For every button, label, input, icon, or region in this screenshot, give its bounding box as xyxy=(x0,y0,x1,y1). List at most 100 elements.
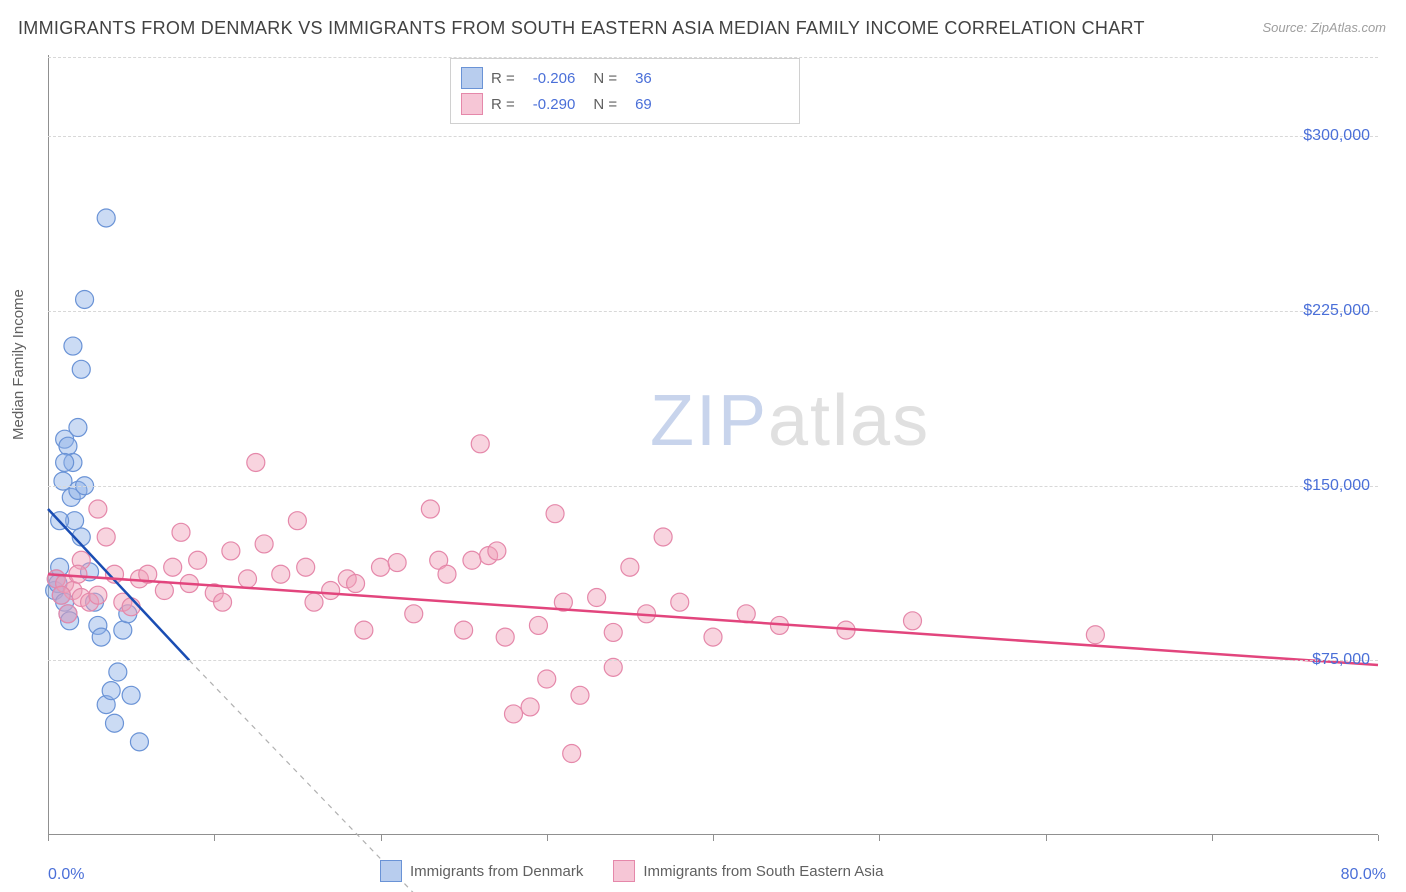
gridline xyxy=(48,660,1378,661)
scatter-point xyxy=(92,628,110,646)
scatter-point xyxy=(255,535,273,553)
x-tick xyxy=(381,835,382,841)
series-legend: Immigrants from Denmark Immigrants from S… xyxy=(380,860,883,882)
scatter-point xyxy=(97,209,115,227)
gridline xyxy=(48,311,1378,312)
scatter-point xyxy=(59,605,77,623)
scatter-point xyxy=(59,437,77,455)
scatter-point xyxy=(322,582,340,600)
legend-label: Immigrants from South Eastern Asia xyxy=(643,863,883,880)
x-tick xyxy=(214,835,215,841)
scatter-point xyxy=(405,605,423,623)
y-tick-label: $225,000 xyxy=(1303,302,1370,320)
plot-area: $75,000 $150,000 $225,000 $300,000 xyxy=(48,55,1378,835)
y-tick-label: $150,000 xyxy=(1303,477,1370,495)
scatter-point xyxy=(130,733,148,751)
scatter-point xyxy=(737,605,755,623)
scatter-point xyxy=(56,453,74,471)
scatter-point xyxy=(69,565,87,583)
trend-line xyxy=(48,574,1378,665)
scatter-point xyxy=(214,593,232,611)
scatter-point xyxy=(588,589,606,607)
x-tick xyxy=(1212,835,1213,841)
scatter-point xyxy=(122,598,140,616)
legend-swatch xyxy=(461,93,483,115)
scatter-point xyxy=(52,586,70,604)
scatter-point xyxy=(471,435,489,453)
n-label: N = xyxy=(593,70,617,87)
scatter-point xyxy=(488,542,506,560)
scatter-point xyxy=(172,523,190,541)
scatter-point xyxy=(305,593,323,611)
scatter-point xyxy=(904,612,922,630)
y-axis-label: Median Family Income xyxy=(10,289,27,440)
scatter-point xyxy=(563,745,581,763)
scatter-point xyxy=(421,500,439,518)
scatter-point xyxy=(72,360,90,378)
scatter-point xyxy=(505,705,523,723)
scatter-point xyxy=(69,419,87,437)
source-attribution: Source: ZipAtlas.com xyxy=(1262,20,1386,35)
scatter-point xyxy=(455,621,473,639)
scatter-point xyxy=(671,593,689,611)
legend-stat-row: R =-0.206N =36 xyxy=(461,65,789,91)
x-tick xyxy=(879,835,880,841)
n-label: N = xyxy=(593,96,617,113)
scatter-point xyxy=(297,558,315,576)
scatter-point xyxy=(529,616,547,634)
x-max-label: 80.0% xyxy=(1341,866,1386,884)
scatter-point xyxy=(164,558,182,576)
scatter-point xyxy=(621,558,639,576)
scatter-point xyxy=(239,570,257,588)
scatter-point xyxy=(97,528,115,546)
chart-title: IMMIGRANTS FROM DENMARK VS IMMIGRANTS FR… xyxy=(18,18,1145,39)
n-value: 36 xyxy=(635,70,652,87)
scatter-point xyxy=(654,528,672,546)
scatter-point xyxy=(438,565,456,583)
scatter-point xyxy=(247,453,265,471)
r-value: -0.290 xyxy=(533,96,576,113)
gridline xyxy=(48,136,1378,137)
correlation-legend: R =-0.206N =36R =-0.290N =69 xyxy=(450,58,800,124)
scatter-point xyxy=(64,337,82,355)
legend-item: Immigrants from Denmark xyxy=(380,860,583,882)
scatter-point xyxy=(571,686,589,704)
scatter-point xyxy=(704,628,722,646)
scatter-point xyxy=(272,565,290,583)
scatter-point xyxy=(89,586,107,604)
legend-swatch xyxy=(380,860,402,882)
scatter-point xyxy=(546,505,564,523)
scatter-point xyxy=(1086,626,1104,644)
x-tick xyxy=(48,835,49,841)
scatter-point xyxy=(496,628,514,646)
trend-line-extrapolated xyxy=(189,660,413,892)
scatter-point xyxy=(54,472,72,490)
legend-label: Immigrants from Denmark xyxy=(410,863,583,880)
legend-stat-row: R =-0.290N =69 xyxy=(461,91,789,117)
x-tick xyxy=(547,835,548,841)
scatter-point xyxy=(109,663,127,681)
scatter-point xyxy=(102,682,120,700)
scatter-point xyxy=(76,290,94,308)
scatter-point xyxy=(355,621,373,639)
scatter-point xyxy=(463,551,481,569)
scatter-point xyxy=(521,698,539,716)
y-tick-label: $300,000 xyxy=(1303,127,1370,145)
scatter-point xyxy=(189,551,207,569)
legend-item: Immigrants from South Eastern Asia xyxy=(613,860,883,882)
scatter-point xyxy=(347,575,365,593)
gridline xyxy=(48,486,1378,487)
scatter-point xyxy=(89,500,107,518)
r-label: R = xyxy=(491,70,515,87)
scatter-point xyxy=(222,542,240,560)
scatter-point xyxy=(288,512,306,530)
scatter-point xyxy=(604,623,622,641)
scatter-point xyxy=(122,686,140,704)
legend-swatch xyxy=(461,67,483,89)
scatter-point xyxy=(106,714,124,732)
x-tick xyxy=(1378,835,1379,841)
x-min-label: 0.0% xyxy=(48,866,84,884)
scatter-point xyxy=(155,582,173,600)
y-tick-label: $75,000 xyxy=(1312,651,1370,669)
x-tick xyxy=(1046,835,1047,841)
